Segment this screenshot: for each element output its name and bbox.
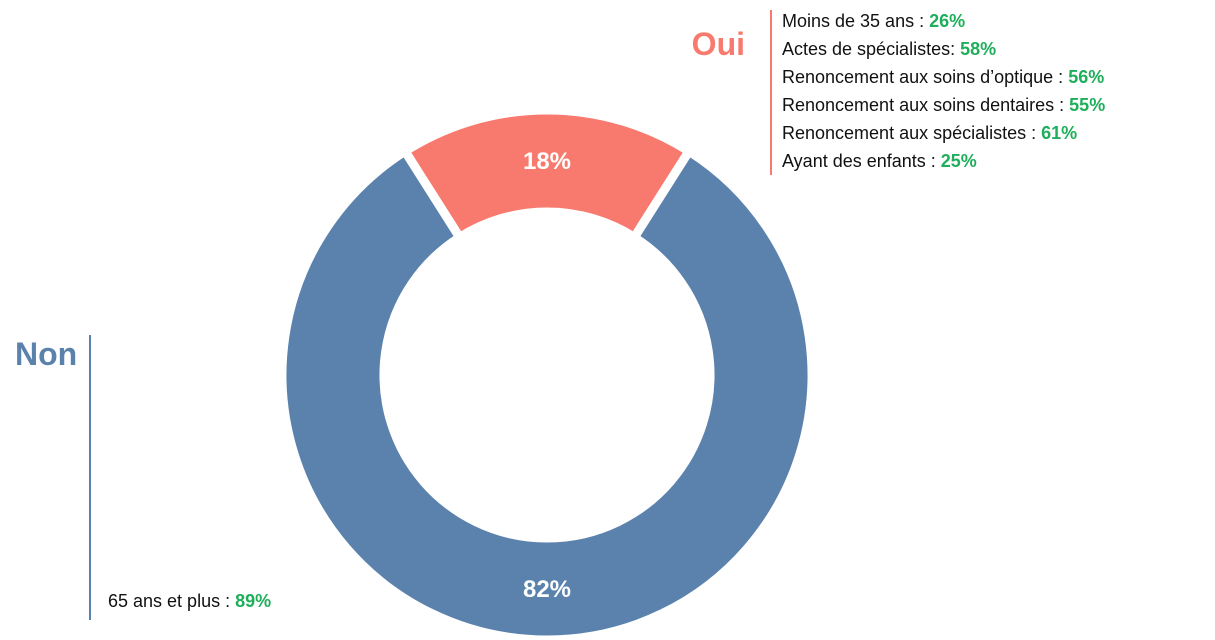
detail-text: Renoncement aux spécialistes : xyxy=(782,123,1036,143)
donut-segment xyxy=(398,105,696,244)
detail-value: 55% xyxy=(1069,95,1105,115)
detail-line: Renoncement aux spécialistes :61% xyxy=(782,123,1077,143)
detail-line: 65 ans et plus :89% xyxy=(108,591,271,611)
detail-value: 58% xyxy=(960,39,996,59)
detail-value: 25% xyxy=(941,151,977,171)
detail-line: Ayant des enfants :25% xyxy=(782,151,977,171)
category-title: Oui xyxy=(692,26,745,62)
donut-segment xyxy=(277,145,817,640)
detail-text: Actes de spécialistes: xyxy=(782,39,955,59)
detail-value: 56% xyxy=(1068,67,1104,87)
detail-value: 89% xyxy=(235,591,271,611)
detail-text: Renoncement aux soins dentaires : xyxy=(782,95,1064,115)
detail-text: 65 ans et plus : xyxy=(108,591,230,611)
detail-line: Renoncement aux soins dentaires :55% xyxy=(782,95,1105,115)
detail-value: 26% xyxy=(929,11,965,31)
value-label: 18% xyxy=(523,148,571,175)
detail-line: Moins de 35 ans :26% xyxy=(782,11,965,31)
detail-text: Moins de 35 ans : xyxy=(782,11,924,31)
value-label: 82% xyxy=(523,576,571,603)
category-title: Non xyxy=(15,336,77,372)
detail-line: Actes de spécialistes: 58% xyxy=(782,39,996,59)
detail-text: Ayant des enfants : xyxy=(782,151,936,171)
detail-text: Renoncement aux soins d’optique : xyxy=(782,67,1063,87)
detail-line: Renoncement aux soins d’optique :56% xyxy=(782,67,1104,87)
detail-value: 61% xyxy=(1041,123,1077,143)
